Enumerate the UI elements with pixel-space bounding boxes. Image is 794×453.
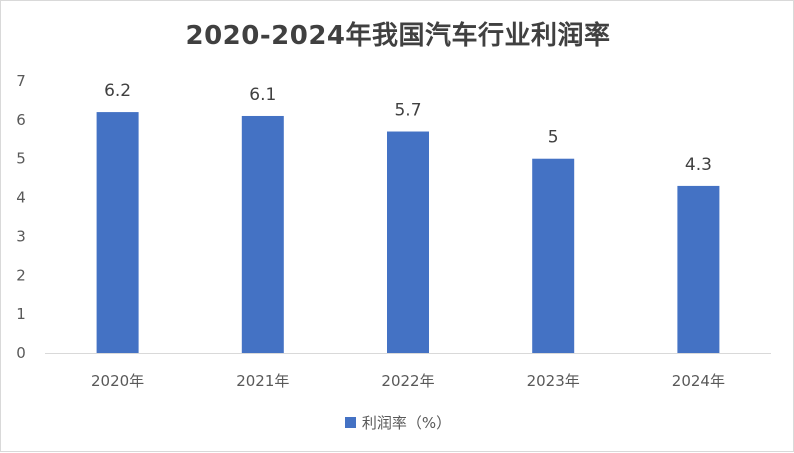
x-axis-labels: 2020年 2021年 2022年 2023年 2024年 xyxy=(91,372,725,390)
x-tick-label: 2022年 xyxy=(381,372,434,390)
data-label: 6.1 xyxy=(249,85,276,105)
bar xyxy=(532,158,575,353)
legend: 利润率（%） xyxy=(1,412,794,433)
y-tick-label: 7 xyxy=(16,72,26,90)
data-labels-group: 6.2 6.1 5.7 5 4.3 xyxy=(104,81,712,175)
chart-title: 2020-2024年我国汽车行业利润率 xyxy=(185,21,611,51)
x-tick-label: 2020年 xyxy=(91,372,144,390)
bar xyxy=(96,112,139,353)
y-tick-label: 1 xyxy=(16,305,26,323)
y-tick-label: 4 xyxy=(16,189,26,207)
x-tick-label: 2021年 xyxy=(236,372,289,390)
data-label: 4.3 xyxy=(685,155,712,175)
y-axis-ticks: 0 1 2 3 4 5 6 7 xyxy=(16,72,26,362)
bar xyxy=(241,115,284,353)
bar xyxy=(387,131,429,353)
y-tick-label: 0 xyxy=(16,344,26,362)
x-tick-label: 2024年 xyxy=(672,372,725,390)
y-tick-label: 5 xyxy=(16,150,26,168)
x-tick-label: 2023年 xyxy=(527,372,580,390)
y-tick-label: 2 xyxy=(16,266,26,284)
data-label: 5 xyxy=(548,128,559,148)
data-label: 6.2 xyxy=(104,81,131,101)
y-tick-label: 6 xyxy=(16,111,26,129)
legend-swatch xyxy=(344,417,356,428)
y-tick-label: 3 xyxy=(16,227,26,245)
bars-group xyxy=(96,112,720,353)
data-label: 5.7 xyxy=(394,101,421,121)
bar xyxy=(677,185,720,353)
legend-label: 利润率（%） xyxy=(361,414,452,432)
